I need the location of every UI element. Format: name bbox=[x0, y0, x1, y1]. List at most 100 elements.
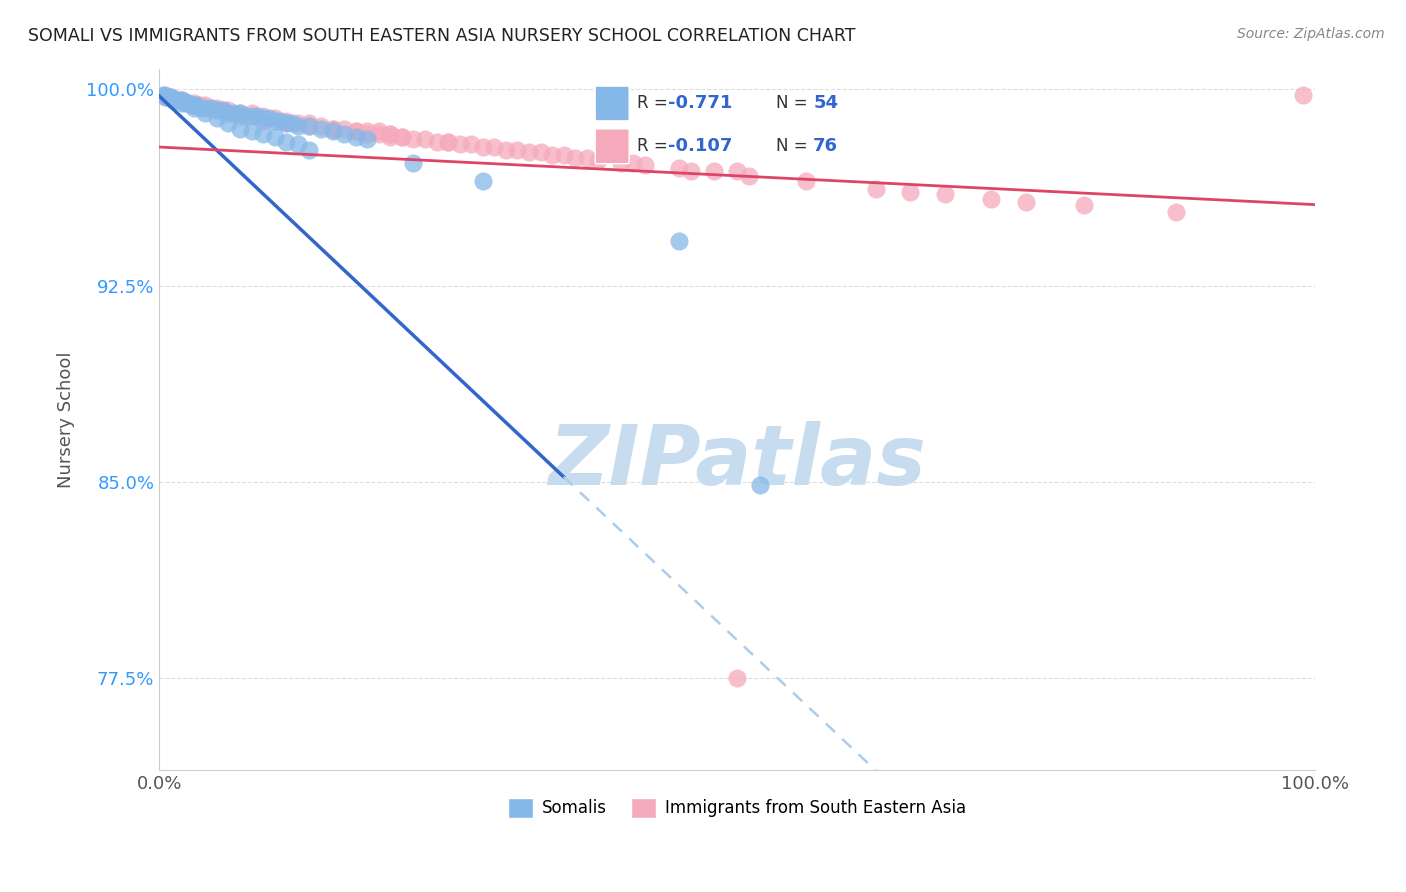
Point bbox=[162, 93, 184, 107]
Point bbox=[703, 163, 725, 178]
Point bbox=[276, 116, 298, 130]
Point bbox=[898, 185, 921, 199]
Point bbox=[218, 106, 240, 120]
Text: 54: 54 bbox=[813, 95, 838, 112]
FancyBboxPatch shape bbox=[595, 129, 630, 164]
Point bbox=[298, 116, 321, 130]
Point bbox=[188, 98, 211, 112]
Point bbox=[281, 116, 304, 130]
Point bbox=[529, 145, 551, 160]
FancyBboxPatch shape bbox=[595, 87, 630, 120]
Point bbox=[172, 93, 194, 107]
Text: 76: 76 bbox=[813, 137, 838, 155]
Point bbox=[471, 174, 494, 188]
Text: ZIPatlas: ZIPatlas bbox=[548, 421, 927, 502]
Point bbox=[205, 112, 228, 126]
Point bbox=[252, 112, 274, 126]
Y-axis label: Nursery School: Nursery School bbox=[58, 351, 75, 488]
Point bbox=[205, 103, 228, 118]
Point bbox=[484, 140, 506, 154]
Point bbox=[240, 109, 263, 123]
Point bbox=[402, 155, 425, 169]
Point bbox=[425, 135, 447, 149]
Point bbox=[218, 103, 240, 118]
Point bbox=[367, 124, 389, 138]
Point bbox=[194, 98, 217, 112]
Point bbox=[155, 90, 177, 104]
Point bbox=[177, 95, 200, 110]
Point bbox=[437, 135, 460, 149]
Point bbox=[246, 109, 269, 123]
Point bbox=[575, 151, 598, 165]
Point bbox=[380, 127, 402, 141]
Point bbox=[1015, 194, 1038, 209]
Point bbox=[1166, 205, 1188, 219]
Text: -0.107: -0.107 bbox=[668, 137, 733, 155]
Point bbox=[391, 129, 413, 144]
Point bbox=[194, 106, 217, 120]
Point bbox=[356, 127, 378, 141]
Point bbox=[229, 106, 252, 120]
Point bbox=[588, 153, 610, 168]
Point bbox=[205, 103, 228, 118]
Point bbox=[865, 182, 887, 196]
Point bbox=[471, 140, 494, 154]
Point bbox=[309, 121, 332, 136]
Point bbox=[235, 109, 257, 123]
Point bbox=[668, 234, 690, 248]
Point bbox=[263, 129, 285, 144]
Point bbox=[794, 174, 817, 188]
Point bbox=[460, 137, 482, 152]
Point bbox=[356, 132, 378, 146]
Point bbox=[173, 95, 195, 110]
Point bbox=[153, 87, 176, 102]
Point bbox=[668, 161, 690, 175]
Point bbox=[749, 477, 772, 491]
Point bbox=[205, 101, 228, 115]
Point bbox=[287, 119, 309, 133]
Legend: Somalis, Immigrants from South Eastern Asia: Somalis, Immigrants from South Eastern A… bbox=[502, 791, 973, 825]
Point bbox=[621, 155, 644, 169]
Point bbox=[541, 148, 564, 162]
Point bbox=[564, 151, 586, 165]
Point bbox=[553, 148, 575, 162]
Point bbox=[183, 98, 205, 112]
Point bbox=[172, 93, 194, 107]
Point bbox=[252, 114, 274, 128]
Point bbox=[169, 93, 191, 107]
Point bbox=[257, 112, 280, 126]
Point bbox=[321, 121, 343, 136]
Point bbox=[177, 95, 200, 110]
Point bbox=[506, 143, 529, 157]
Text: SOMALI VS IMMIGRANTS FROM SOUTH EASTERN ASIA NURSERY SCHOOL CORRELATION CHART: SOMALI VS IMMIGRANTS FROM SOUTH EASTERN … bbox=[28, 27, 856, 45]
Text: R =: R = bbox=[637, 95, 673, 112]
Point bbox=[200, 101, 222, 115]
Point bbox=[495, 143, 517, 157]
Point bbox=[211, 103, 233, 118]
Point bbox=[380, 129, 402, 144]
Point bbox=[166, 93, 188, 107]
Point bbox=[172, 95, 194, 110]
Point bbox=[679, 163, 702, 178]
Point bbox=[321, 121, 343, 136]
Point bbox=[934, 187, 956, 202]
Point bbox=[166, 93, 188, 107]
Point bbox=[737, 169, 759, 183]
Text: Source: ZipAtlas.com: Source: ZipAtlas.com bbox=[1237, 27, 1385, 41]
Point bbox=[188, 101, 211, 115]
Point bbox=[183, 95, 205, 110]
Point bbox=[229, 109, 252, 123]
Point bbox=[200, 101, 222, 115]
Point bbox=[229, 121, 252, 136]
Point bbox=[344, 124, 367, 138]
Point bbox=[211, 103, 233, 118]
Point bbox=[980, 193, 1002, 207]
Text: N =: N = bbox=[776, 95, 813, 112]
Point bbox=[159, 90, 181, 104]
Text: -0.771: -0.771 bbox=[668, 95, 733, 112]
Point bbox=[183, 98, 205, 112]
Point bbox=[321, 124, 343, 138]
Point bbox=[229, 106, 252, 120]
Point bbox=[224, 106, 246, 120]
Point bbox=[159, 90, 181, 104]
